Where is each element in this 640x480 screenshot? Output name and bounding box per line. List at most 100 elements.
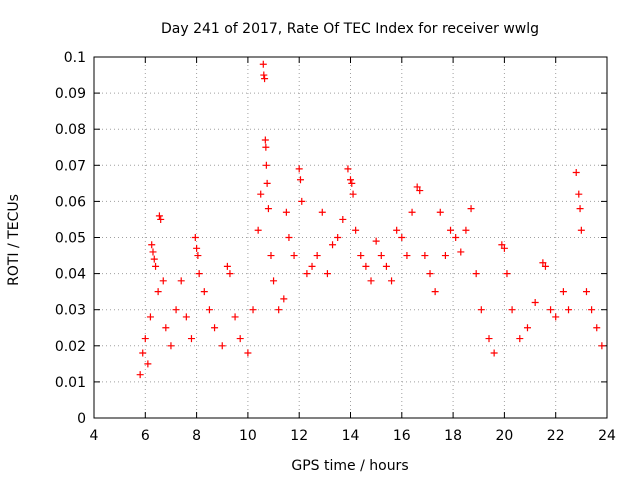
data-point — [148, 241, 156, 249]
data-point — [254, 226, 262, 234]
data-point — [576, 205, 584, 213]
data-point — [146, 313, 154, 321]
data-point — [452, 234, 460, 241]
data-point — [298, 197, 306, 205]
data-point — [285, 234, 293, 241]
data-point — [339, 215, 347, 223]
data-point — [154, 288, 162, 296]
data-point — [172, 306, 180, 314]
x-tick-label: 18 — [444, 428, 462, 444]
data-point — [436, 208, 444, 216]
data-point — [323, 270, 331, 278]
data-point — [477, 306, 485, 314]
x-tick-label: 4 — [90, 428, 99, 444]
x-tick-label: 12 — [290, 428, 308, 444]
data-point — [259, 60, 267, 68]
data-point — [149, 248, 157, 256]
y-tick-label: 0.07 — [55, 158, 86, 174]
data-point — [408, 208, 416, 216]
data-point — [334, 234, 342, 241]
data-point — [194, 252, 202, 260]
x-tick-label: 24 — [598, 428, 616, 444]
data-point — [593, 324, 601, 332]
x-tick-label: 22 — [547, 428, 565, 444]
data-point — [421, 252, 429, 260]
x-tick-label: 8 — [192, 428, 201, 444]
data-point — [508, 306, 516, 314]
data-point — [231, 313, 239, 321]
y-tick-label: 0.09 — [55, 86, 86, 102]
data-point — [500, 244, 508, 252]
data-point — [577, 226, 585, 234]
data-point — [565, 306, 573, 314]
data-point — [552, 313, 560, 321]
data-point — [152, 262, 160, 270]
data-point — [348, 179, 356, 187]
data-point — [193, 244, 201, 252]
data-point — [329, 241, 337, 249]
data-point — [223, 262, 231, 270]
data-point — [280, 295, 288, 303]
data-point — [261, 136, 269, 144]
y-tick-label: 0.02 — [55, 339, 86, 355]
data-point — [262, 143, 270, 151]
data-point — [313, 252, 321, 260]
data-point — [244, 349, 252, 357]
y-tick-label: 0.04 — [55, 267, 86, 283]
data-point — [347, 176, 354, 184]
data-point — [155, 212, 163, 220]
x-tick-label: 10 — [239, 428, 257, 444]
y-tick-label: 0.1 — [64, 50, 86, 66]
data-point — [295, 165, 303, 173]
data-point — [539, 259, 547, 267]
data-point — [226, 270, 234, 278]
data-point — [264, 205, 272, 213]
data-point — [398, 234, 406, 241]
data-point — [290, 252, 298, 260]
x-tick-label: 16 — [393, 428, 411, 444]
data-point — [367, 277, 375, 285]
data-point — [393, 226, 401, 234]
data-point — [141, 335, 149, 343]
data-point — [388, 277, 396, 285]
data-point — [598, 342, 606, 350]
data-point — [144, 360, 152, 368]
data-point — [260, 71, 268, 79]
data-point — [523, 324, 531, 332]
data-point — [462, 226, 470, 234]
data-point — [441, 252, 449, 260]
data-point — [416, 187, 424, 195]
data-point — [257, 190, 265, 198]
y-tick-label: 0.03 — [55, 303, 86, 319]
data-point — [205, 306, 213, 314]
data-point — [531, 298, 539, 306]
data-point — [377, 252, 385, 260]
data-point — [352, 226, 360, 234]
data-point — [275, 306, 283, 314]
x-tick-label: 6 — [141, 428, 150, 444]
data-point — [150, 255, 158, 263]
data-point — [503, 270, 511, 278]
x-axis-label: GPS time / hours — [291, 458, 408, 474]
data-point — [382, 262, 390, 270]
data-point — [263, 179, 271, 187]
data-point — [187, 335, 195, 343]
data-point — [349, 190, 357, 198]
data-point — [318, 208, 326, 216]
data-point — [372, 237, 380, 245]
data-point — [191, 234, 199, 241]
data-point — [167, 342, 175, 350]
data-point — [572, 169, 580, 177]
y-axis-label: ROTI / TECUs — [6, 194, 22, 286]
data-point — [218, 342, 226, 350]
data-point — [403, 252, 411, 260]
data-point — [490, 349, 498, 357]
data-point — [426, 270, 434, 278]
data-point — [267, 252, 275, 260]
data-point — [413, 183, 421, 191]
data-point — [249, 306, 257, 314]
data-point — [282, 208, 290, 216]
data-point — [296, 176, 304, 184]
grid-lines — [94, 57, 607, 418]
